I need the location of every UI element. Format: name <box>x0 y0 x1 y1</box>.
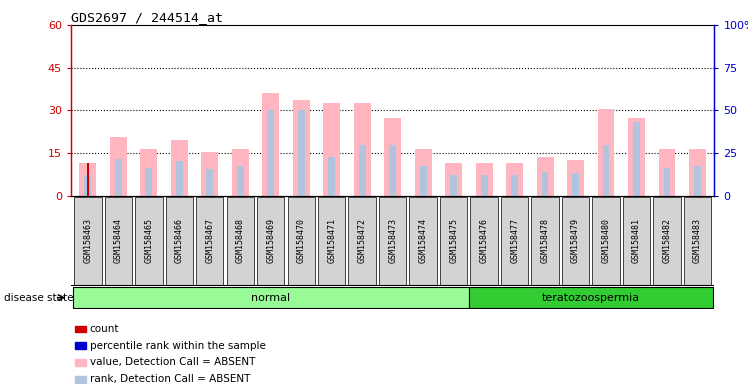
Bar <box>567 160 584 196</box>
FancyBboxPatch shape <box>592 197 620 285</box>
Bar <box>171 140 188 196</box>
Bar <box>206 169 213 196</box>
Bar <box>298 111 304 196</box>
Bar <box>75 326 86 332</box>
Text: GSM158463: GSM158463 <box>83 218 92 263</box>
Bar <box>75 343 86 349</box>
Bar <box>263 93 279 196</box>
Bar <box>75 376 86 382</box>
Bar <box>689 149 706 196</box>
Text: GSM158479: GSM158479 <box>571 218 580 263</box>
Bar <box>79 163 96 196</box>
Bar <box>476 163 492 196</box>
Bar <box>115 159 122 196</box>
FancyBboxPatch shape <box>165 197 193 285</box>
Text: count: count <box>90 324 119 334</box>
Bar <box>110 137 126 196</box>
Text: normal: normal <box>251 293 290 303</box>
Bar <box>323 103 340 196</box>
Bar <box>603 145 610 196</box>
Text: GSM158471: GSM158471 <box>327 218 336 263</box>
FancyBboxPatch shape <box>196 197 224 285</box>
Bar <box>390 145 396 196</box>
Bar <box>75 359 86 366</box>
Bar <box>659 149 675 196</box>
FancyBboxPatch shape <box>469 287 713 308</box>
FancyBboxPatch shape <box>409 197 437 285</box>
Bar <box>354 103 370 196</box>
Text: disease state: disease state <box>4 293 73 303</box>
Bar <box>141 149 157 196</box>
FancyBboxPatch shape <box>653 197 681 285</box>
Bar <box>415 149 432 196</box>
Text: GSM158481: GSM158481 <box>632 218 641 263</box>
Bar <box>328 157 335 196</box>
Text: GSM158472: GSM158472 <box>358 218 367 263</box>
Text: GSM158466: GSM158466 <box>175 218 184 263</box>
Text: teratozoospermia: teratozoospermia <box>542 293 640 303</box>
FancyBboxPatch shape <box>349 197 376 285</box>
FancyBboxPatch shape <box>227 197 254 285</box>
Bar <box>663 169 670 196</box>
Bar <box>87 163 89 196</box>
Text: GSM158482: GSM158482 <box>663 218 672 263</box>
Bar <box>176 161 183 196</box>
Bar <box>267 111 274 196</box>
Bar <box>506 163 523 196</box>
Text: GSM158480: GSM158480 <box>601 218 610 263</box>
Text: GSM158474: GSM158474 <box>419 218 428 263</box>
FancyBboxPatch shape <box>318 197 346 285</box>
Bar <box>694 166 701 196</box>
Text: GSM158468: GSM158468 <box>236 218 245 263</box>
FancyBboxPatch shape <box>379 197 406 285</box>
Bar <box>598 109 615 196</box>
Text: GSM158470: GSM158470 <box>297 218 306 263</box>
Bar <box>628 118 645 196</box>
FancyBboxPatch shape <box>531 197 559 285</box>
Bar <box>512 175 518 196</box>
FancyBboxPatch shape <box>623 197 650 285</box>
Text: GSM158473: GSM158473 <box>388 218 397 263</box>
FancyBboxPatch shape <box>287 197 315 285</box>
Bar <box>359 145 366 196</box>
Bar <box>145 168 152 196</box>
Text: GSM158465: GSM158465 <box>144 218 153 263</box>
Text: GSM158478: GSM158478 <box>541 218 550 263</box>
Bar <box>293 101 310 196</box>
Bar <box>445 163 462 196</box>
FancyBboxPatch shape <box>684 197 711 285</box>
FancyBboxPatch shape <box>74 197 102 285</box>
Bar <box>201 152 218 196</box>
FancyBboxPatch shape <box>135 197 162 285</box>
Bar <box>542 172 548 196</box>
FancyBboxPatch shape <box>562 197 589 285</box>
Bar <box>232 149 248 196</box>
Bar <box>384 118 401 196</box>
Bar <box>420 166 426 196</box>
Bar <box>450 175 457 196</box>
FancyBboxPatch shape <box>470 197 498 285</box>
FancyBboxPatch shape <box>105 197 132 285</box>
FancyBboxPatch shape <box>440 197 468 285</box>
FancyBboxPatch shape <box>501 197 528 285</box>
Bar <box>481 175 488 196</box>
Text: GSM158477: GSM158477 <box>510 218 519 263</box>
FancyBboxPatch shape <box>73 287 469 308</box>
Text: rank, Detection Call = ABSENT: rank, Detection Call = ABSENT <box>90 374 250 384</box>
Text: percentile rank within the sample: percentile rank within the sample <box>90 341 266 351</box>
Bar <box>572 173 579 196</box>
Bar <box>237 166 244 196</box>
Text: GSM158475: GSM158475 <box>450 218 459 263</box>
Text: GSM158483: GSM158483 <box>693 218 702 263</box>
Text: GSM158476: GSM158476 <box>479 218 488 263</box>
Text: GSM158469: GSM158469 <box>266 218 275 263</box>
Text: value, Detection Call = ABSENT: value, Detection Call = ABSENT <box>90 358 255 367</box>
Bar <box>634 122 640 196</box>
Text: GSM158464: GSM158464 <box>114 218 123 263</box>
FancyBboxPatch shape <box>257 197 284 285</box>
Text: GDS2697 / 244514_at: GDS2697 / 244514_at <box>71 11 223 24</box>
Text: GSM158467: GSM158467 <box>205 218 214 263</box>
Bar <box>85 175 91 196</box>
Bar <box>537 157 554 196</box>
